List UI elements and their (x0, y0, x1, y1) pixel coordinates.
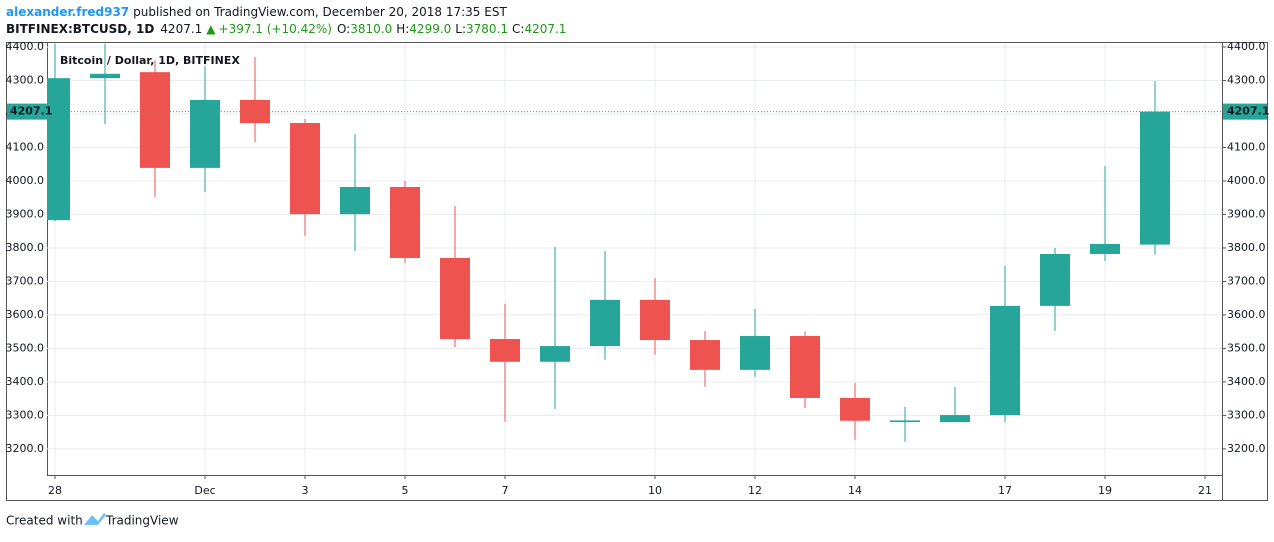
up-arrow: ▲ (206, 22, 216, 36)
candle-body (490, 339, 520, 362)
candle-body (940, 415, 970, 423)
candle-body (1040, 253, 1070, 306)
y-tick-label: 3800.0 (6, 241, 45, 254)
y-tick-label: 3700.0 (1227, 274, 1266, 287)
candle-body (540, 346, 570, 362)
low-label: L: (455, 22, 466, 36)
header-line-2: BITFINEX:BTCUSD, 1D 4207.1 ▲ +397.1 (+10.42… (6, 22, 566, 36)
candle-body (1090, 243, 1120, 254)
candle-body (440, 257, 470, 340)
y-tick-label: 3400.0 (1227, 375, 1266, 388)
x-tick-label: 28 (48, 484, 62, 497)
y-tick-label: 3400.0 (6, 375, 45, 388)
candle-body (990, 305, 1020, 416)
open: 3810.0 (350, 22, 392, 36)
header-line-1: alexander.fred937 published on TradingVie… (6, 5, 507, 19)
y-tick-label: 3900.0 (6, 207, 45, 220)
candle-body (1140, 111, 1170, 245)
footer-brand[interactable]: TradingView (105, 514, 179, 528)
y-tick-label: 3200.0 (6, 442, 45, 455)
y-tick-label: 3600.0 (6, 308, 45, 321)
y-tick-label: 4400.0 (1227, 40, 1266, 53)
symbol: BITFINEX:BTCUSD, 1D (6, 22, 154, 36)
y-tick-label: 3300.0 (6, 408, 45, 421)
y-tick-label: 3600.0 (1227, 308, 1266, 321)
candle-body (690, 340, 720, 370)
candle-body (290, 123, 320, 215)
x-tick-label: 5 (402, 484, 409, 497)
x-tick-label: 12 (748, 484, 762, 497)
x-tick-label: 3 (302, 484, 309, 497)
author: alexander.fred937 (6, 5, 129, 19)
last-price-tag (1223, 103, 1267, 120)
y-tick-label: 4100.0 (1227, 140, 1266, 153)
y-tick-label: 4000.0 (1227, 174, 1266, 187)
x-tick-label: 10 (648, 484, 662, 497)
y-tick-label: 4300.0 (1227, 74, 1266, 87)
high: 4299.0 (409, 22, 451, 36)
y-tick-label: 3500.0 (6, 341, 45, 354)
last-price-tag (7, 103, 47, 120)
y-tick-label: 3500.0 (1227, 341, 1266, 354)
candle-body (390, 186, 420, 258)
candle-body (890, 420, 920, 423)
candle-body (140, 72, 170, 168)
candle-body (640, 299, 670, 341)
candle-body (590, 299, 620, 347)
close-label: C: (512, 22, 524, 36)
open-label: O: (337, 22, 350, 36)
x-tick-label: 17 (998, 484, 1012, 497)
y-tick-label: 4300.0 (6, 74, 45, 87)
logo-icon (84, 513, 106, 525)
x-tick-label: 21 (1198, 484, 1212, 497)
candle-body (47, 78, 70, 221)
last-price-label: 4207.1 (1227, 105, 1269, 118)
candle-body (790, 336, 820, 398)
y-tick-label: 4100.0 (6, 140, 45, 153)
close: 4207.1 (524, 22, 566, 36)
change: +397.1 (+10.42%) (219, 22, 332, 36)
last: 4207.1 (160, 22, 202, 36)
y-tick-label: 3900.0 (1227, 207, 1266, 220)
y-tick-label: 3300.0 (1227, 408, 1266, 421)
high-label: H: (396, 22, 409, 36)
y-tick-label: 3200.0 (1227, 442, 1266, 455)
y-tick-label: 3800.0 (1227, 241, 1266, 254)
x-tick-label: 7 (502, 484, 509, 497)
x-tick-label: Dec (194, 484, 215, 497)
x-tick-label: 14 (848, 484, 862, 497)
chart-title: Bitcoin / Dollar, 1D, BITFINEX (60, 54, 240, 67)
candle-body (840, 397, 870, 421)
published: published on TradingView.com, December 2… (133, 5, 507, 19)
low: 3780.1 (466, 22, 508, 36)
candle-body (740, 336, 770, 370)
y-tick-label: 3700.0 (6, 274, 45, 287)
last-price-label: 4207.1 (10, 105, 52, 118)
footer-text: Created with (6, 514, 83, 528)
candle-body (340, 186, 370, 215)
y-tick-label: 4000.0 (6, 174, 45, 187)
y-tick-label: 4400.0 (6, 40, 45, 53)
candle-body (190, 99, 220, 168)
x-tick-label: 19 (1098, 484, 1112, 497)
candle-body (90, 73, 120, 79)
